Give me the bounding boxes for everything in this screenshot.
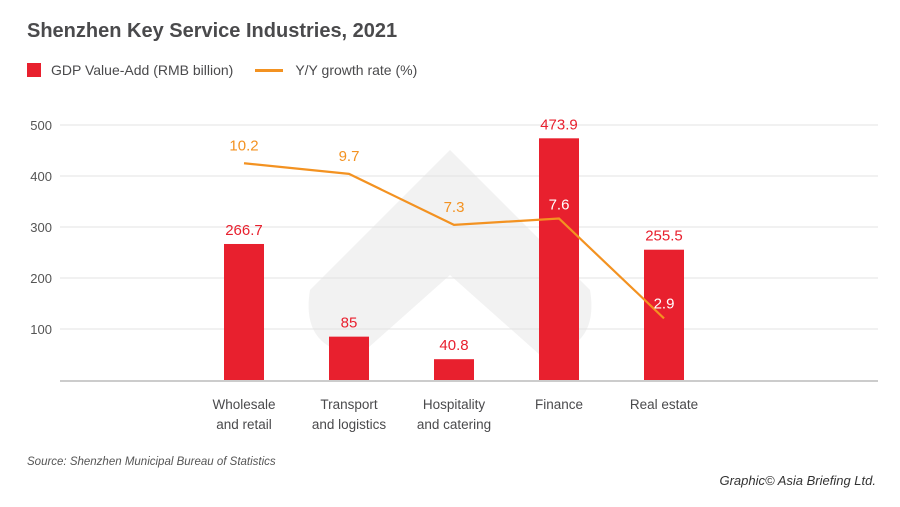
x-category-label: Wholesale <box>212 397 275 412</box>
bar <box>539 138 579 380</box>
source-note: Source: Shenzhen Municipal Bureau of Sta… <box>27 456 276 468</box>
legend: GDP Value-Add (RMB billion) Y/Y growth r… <box>27 62 417 78</box>
line-data-label: 7.3 <box>444 199 465 216</box>
legend-swatch-growth <box>255 68 284 72</box>
y-tick-label: 200 <box>30 271 52 286</box>
bar <box>224 243 264 380</box>
bar <box>329 336 369 380</box>
y-tick-label: 500 <box>30 118 52 133</box>
bar-data-label: 40.8 <box>439 337 468 354</box>
growth-line <box>243 162 665 320</box>
bar-data-label: 266.7 <box>225 222 263 239</box>
bar-data-label: 473.9 <box>540 116 578 133</box>
chart-title: Shenzhen Key Service Industries, 2021 <box>27 20 398 42</box>
x-category-label: and catering <box>417 417 491 432</box>
bar-data-label: 85 <box>341 315 358 332</box>
bar-data-label: 255.5 <box>645 228 683 245</box>
legend-swatch-gdp <box>27 63 41 77</box>
x-category-label: Hospitality <box>423 397 486 412</box>
x-category-label: Transport <box>320 397 378 412</box>
line-data-label: 10.2 <box>229 137 258 154</box>
y-tick-label: 100 <box>30 322 52 337</box>
line-data-label: 9.7 <box>339 148 360 165</box>
line-data-label: 2.9 <box>654 295 675 312</box>
legend-label-growth: Y/Y growth rate (%) <box>295 62 418 78</box>
legend-label-gdp: GDP Value-Add (RMB billion) <box>51 62 234 78</box>
watermark-logo <box>308 150 592 355</box>
y-tick-label: 400 <box>30 169 52 184</box>
x-category-label: Finance <box>535 397 583 412</box>
x-category-label: Real estate <box>630 397 698 412</box>
credit-note: Graphic© Asia Briefing Ltd. <box>719 473 876 488</box>
x-category-label: and logistics <box>312 417 387 432</box>
y-tick-label: 300 <box>30 220 52 235</box>
x-category-label: and retail <box>216 417 272 432</box>
line-data-label: 7.6 <box>549 197 570 214</box>
bar <box>644 249 684 380</box>
bar <box>434 359 474 380</box>
